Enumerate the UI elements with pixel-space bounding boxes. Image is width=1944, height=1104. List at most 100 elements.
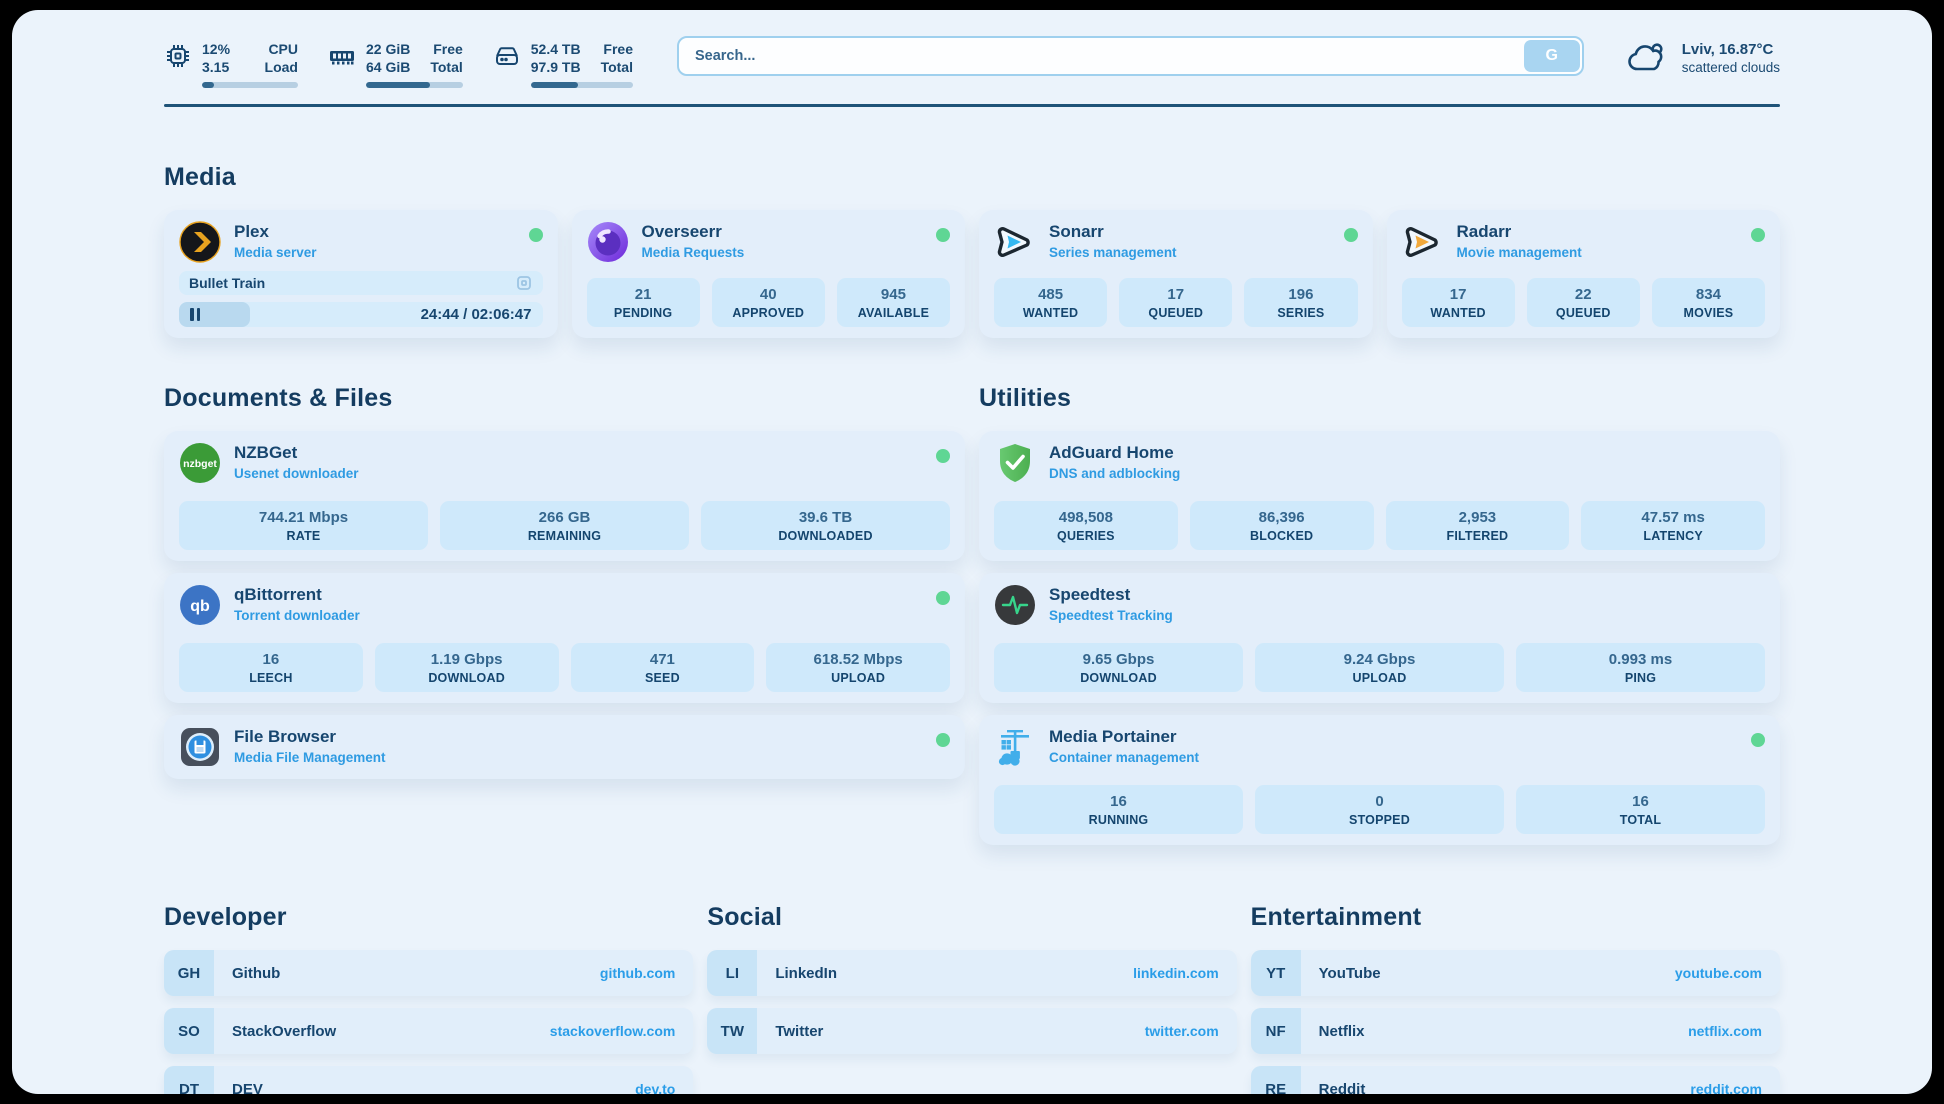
stat-box: 2,953 FILTERED [1385, 501, 1570, 551]
link-dev[interactable]: DT DEV dev.to [164, 1066, 694, 1094]
app-subtitle: Container management [1049, 750, 1200, 766]
app-card-plex[interactable]: Plex Media server Bullet Train 24:44 / 0… [164, 210, 558, 339]
status-dot [1751, 733, 1765, 748]
link-url[interactable]: linkedin.com [1133, 965, 1219, 982]
stat-box: 744.21 Mbps RATE [179, 501, 428, 551]
section-title-documents: Documents & Files [164, 384, 393, 413]
app-card-nzbget[interactable]: nzbget NZBGet Usenet downloader 744.21 M… [164, 431, 965, 562]
weather-condition: scattered clouds [1681, 60, 1780, 75]
link-twitter[interactable]: TW Twitter twitter.com [707, 1008, 1237, 1055]
stat-label: MOVIES [1683, 306, 1734, 321]
link-abbr: YT [1250, 950, 1301, 997]
qbittorrent-icon: qb [180, 585, 220, 626]
link-name: Reddit [1318, 1080, 1366, 1094]
stat-value: 744.21 Mbps [258, 509, 349, 527]
app-card-portainer[interactable]: Media Portainer Container management 16 … [979, 715, 1780, 846]
stat-box: 21 PENDING [586, 278, 700, 328]
app-card-radarr[interactable]: Radarr Movie management 17 WANTED 22 QUE… [1386, 210, 1780, 339]
stat-value: 9.24 Gbps [1343, 651, 1416, 669]
link-url[interactable]: twitter.com [1144, 1023, 1219, 1040]
speedtest-icon [995, 585, 1035, 626]
link-linkedin[interactable]: LI LinkedIn linkedin.com [707, 950, 1237, 997]
link-name: Twitter [775, 1022, 824, 1040]
app-title: Radarr [1456, 222, 1512, 242]
header: 12% CPU 3.15 Load [164, 36, 1780, 89]
link-url[interactable]: netflix.com [1688, 1023, 1762, 1040]
link-abbr: DT [164, 1066, 214, 1094]
app-card-sonarr[interactable]: Sonarr Series management 485 WANTED 17 Q… [979, 210, 1373, 339]
link-abbr: TW [707, 1008, 758, 1055]
search-input[interactable] [678, 38, 1522, 74]
disk-free: 52.4 TB [530, 41, 581, 57]
link-abbr: NF [1250, 1008, 1301, 1055]
link-url[interactable]: reddit.com [1690, 1081, 1762, 1094]
app-card-filebrowser[interactable]: File Browser Media File Management [164, 715, 965, 780]
stat-value: 196 [1288, 286, 1314, 304]
link-name: Netflix [1318, 1022, 1365, 1040]
adguard-icon [1000, 444, 1030, 483]
stat-label: BLOCKED [1250, 529, 1314, 544]
disk-total: 97.9 TB [530, 59, 581, 76]
stat-label: FILTERED [1446, 529, 1509, 544]
link-url[interactable]: github.com [599, 965, 676, 982]
app-card-speedtest[interactable]: Speedtest Speedtest Tracking 9.65 Gbps D… [979, 573, 1780, 704]
link-reddit[interactable]: RE Reddit reddit.com [1250, 1066, 1780, 1094]
stat-value: 17 [1167, 286, 1185, 304]
stat-value: 21 [634, 286, 652, 304]
app-subtitle: Speedtest Tracking [1049, 608, 1173, 624]
cpu-percent: 12% [202, 41, 231, 57]
app-subtitle: Media server [234, 245, 317, 261]
search-bar: G [676, 36, 1584, 76]
link-stackoverflow[interactable]: SO StackOverflow stackoverflow.com [164, 1008, 694, 1055]
pause-icon[interactable] [190, 307, 200, 321]
stat-box: 618.52 Mbps UPLOAD [766, 643, 950, 693]
app-title: Speedtest [1049, 585, 1131, 605]
stat-box: 266 GB REMAINING [440, 501, 689, 551]
status-dot [936, 228, 950, 243]
stat-label: PING [1624, 671, 1657, 686]
stat-label: UPLOAD [1352, 671, 1407, 686]
link-url[interactable]: stackoverflow.com [549, 1023, 676, 1040]
link-name: YouTube [1318, 964, 1381, 982]
app-title: Plex [234, 222, 269, 242]
link-github[interactable]: GH Github github.com [164, 950, 694, 997]
stat-box: 0 STOPPED [1255, 785, 1504, 835]
stat-value: 471 [649, 651, 675, 669]
stat-value: 9.65 Gbps [1082, 651, 1155, 669]
stat-label: LEECH [249, 671, 293, 686]
header-divider [164, 104, 1780, 108]
app-card-qbittorrent[interactable]: qb qBittorrent Torrent downloader 16 LEE… [164, 573, 965, 704]
app-subtitle: Movie management [1456, 245, 1582, 261]
link-youtube[interactable]: YT YouTube youtube.com [1250, 950, 1780, 997]
stat-value: 86,396 [1258, 509, 1305, 527]
app-subtitle: Torrent downloader [234, 608, 360, 624]
weather-widget: Lviv, 16.87°C scattered clouds [1624, 36, 1780, 78]
app-card-overseerr[interactable]: Overseerr Media Requests 21 PENDING 40 A… [571, 210, 965, 339]
stat-box: 16 TOTAL [1516, 785, 1765, 835]
stat-box: 945 AVAILABLE [836, 278, 951, 328]
cast-icon[interactable] [515, 274, 533, 292]
stat-value: 16 [1632, 793, 1649, 811]
stat-box: 17 QUEUED [1119, 278, 1233, 328]
cloud-icon [1627, 43, 1663, 71]
stat-value: 39.6 TB [798, 509, 853, 527]
cpu-load: 3.15 [202, 59, 230, 76]
link-name: Github [232, 964, 281, 982]
link-netflix[interactable]: NF Netflix netflix.com [1250, 1008, 1780, 1055]
stat-label: QUEUED [1555, 306, 1611, 321]
svg-text:nzbget: nzbget [183, 458, 217, 470]
search-engine-button[interactable]: G [1523, 40, 1580, 72]
playback-progressbar[interactable]: 24:44 / 02:06:47 [179, 301, 543, 328]
stat-box: 9.24 Gbps UPLOAD [1255, 643, 1504, 693]
sonarr-icon [997, 227, 1030, 258]
stat-box: 16 RUNNING [994, 785, 1243, 835]
stat-box: 834 MOVIES [1651, 278, 1766, 328]
stat-label: SERIES [1277, 306, 1325, 321]
app-title: File Browser [234, 727, 337, 747]
stat-box: 1.19 Gbps DOWNLOAD [374, 643, 559, 693]
link-url[interactable]: youtube.com [1674, 965, 1762, 982]
portainer-icon [998, 730, 1029, 766]
app-card-adguard[interactable]: AdGuard Home DNS and adblocking 498,508 … [979, 431, 1780, 562]
link-url[interactable]: dev.to [635, 1081, 676, 1094]
stat-box: 9.65 Gbps DOWNLOAD [994, 643, 1243, 693]
